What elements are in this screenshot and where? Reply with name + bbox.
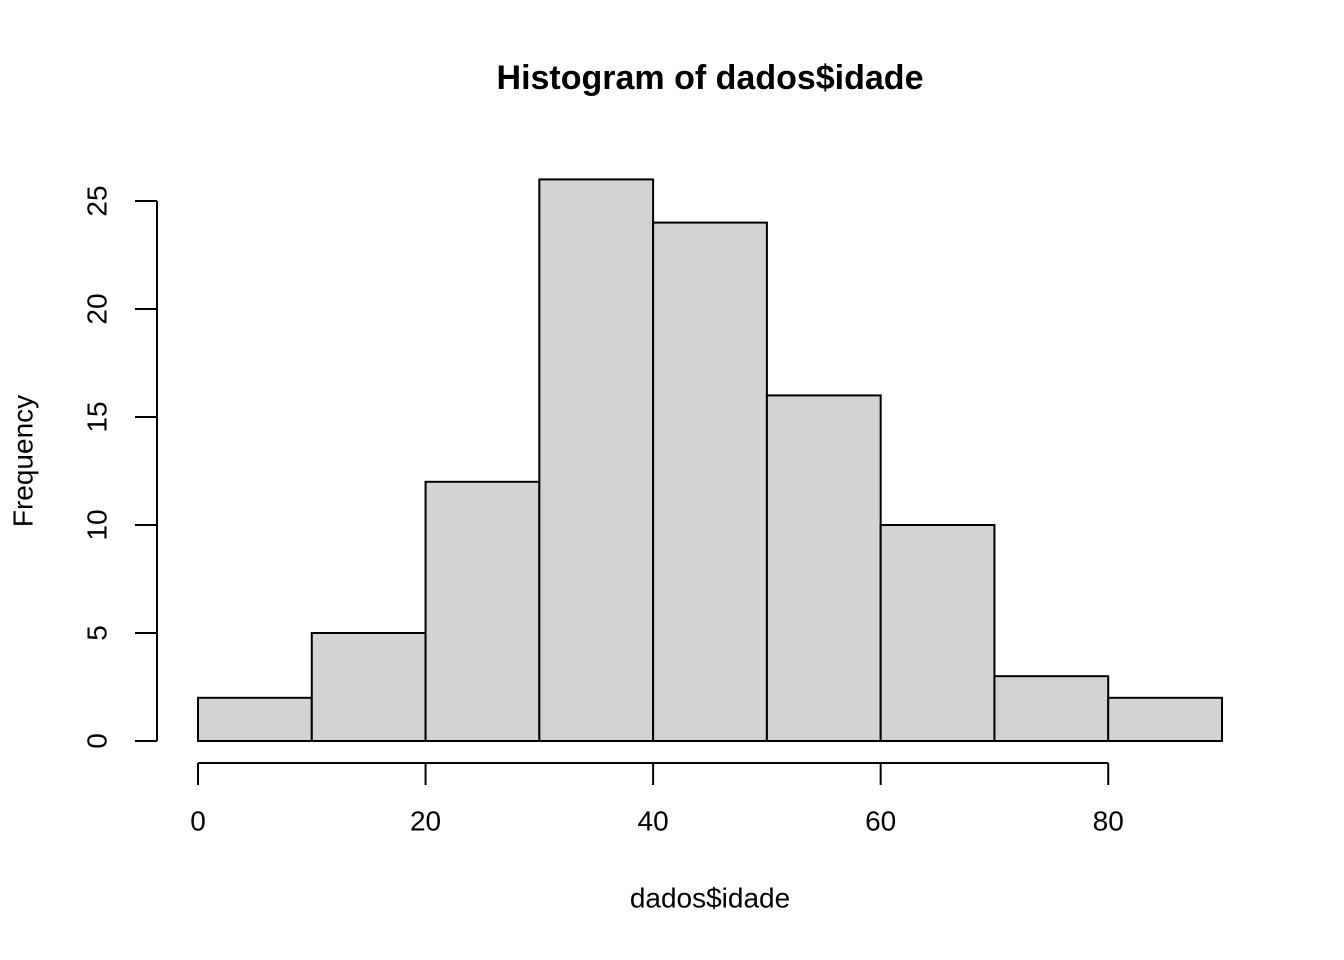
x-tick-label: 60 bbox=[865, 805, 896, 836]
y-tick-label: 10 bbox=[81, 509, 112, 540]
y-axis-label: Frequency bbox=[7, 395, 38, 527]
x-tick-label: 0 bbox=[190, 805, 206, 836]
bar bbox=[197, 696, 313, 742]
bar bbox=[1107, 696, 1223, 742]
bar bbox=[538, 178, 655, 742]
bar bbox=[424, 480, 541, 742]
x-tick-label: 80 bbox=[1093, 805, 1124, 836]
y-tick-label: 0 bbox=[81, 733, 112, 749]
chart-title: Histogram of dados$idade bbox=[497, 59, 924, 97]
y-tick-label: 25 bbox=[81, 185, 112, 216]
bar bbox=[765, 394, 882, 742]
y-tick-label: 5 bbox=[81, 625, 112, 641]
bar bbox=[310, 632, 427, 742]
bar bbox=[879, 524, 996, 742]
x-axis-label: dados$idade bbox=[630, 882, 790, 913]
x-tick-label: 20 bbox=[410, 805, 441, 836]
bar bbox=[993, 675, 1110, 743]
y-tick-label: 15 bbox=[81, 401, 112, 432]
y-tick-label: 20 bbox=[81, 293, 112, 324]
bar bbox=[652, 221, 768, 743]
x-tick-label: 40 bbox=[638, 805, 669, 836]
